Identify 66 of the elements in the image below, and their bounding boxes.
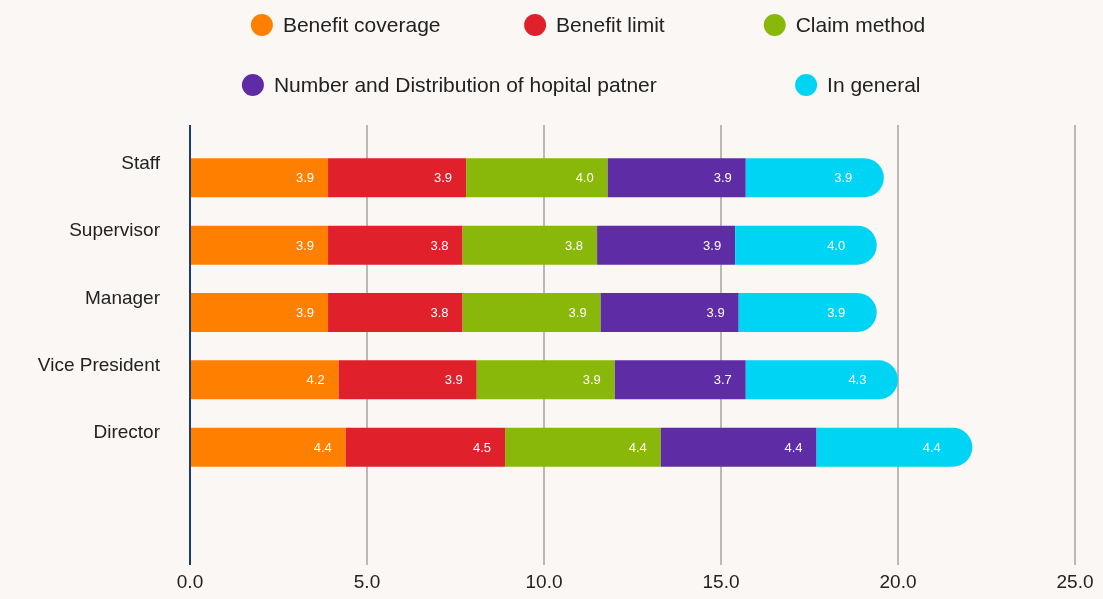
bar (614, 360, 746, 400)
bar (190, 292, 329, 333)
data-label: 4.3 (848, 372, 867, 388)
y-tick-label: Vice President (37, 353, 161, 375)
y-tick-label: Staff (121, 151, 161, 173)
bar (328, 225, 463, 265)
data-label: 3.9 (295, 305, 315, 321)
data-label: 3.9 (827, 305, 846, 321)
bar (462, 225, 598, 265)
data-label: 3.9 (834, 170, 853, 186)
bar (660, 427, 817, 467)
bar (607, 158, 746, 198)
data-label: 3.9 (295, 237, 315, 253)
data-label: 4.4 (922, 439, 941, 455)
x-tick-label: 0.0 (176, 571, 204, 592)
bar (190, 158, 329, 198)
bar (745, 360, 898, 400)
data-label: 3.9 (568, 305, 587, 321)
bar (328, 158, 467, 198)
bar (476, 360, 615, 400)
bar (462, 292, 601, 333)
data-label: 3.8 (565, 237, 584, 253)
bar (466, 158, 608, 198)
y-tick-label: Supervisor (69, 219, 161, 241)
bar (738, 292, 877, 333)
data-label: 3.7 (713, 372, 732, 388)
y-tick-label: Manager (85, 286, 161, 308)
bar (190, 427, 346, 467)
bar (505, 427, 661, 467)
data-label: 4.5 (472, 439, 492, 455)
data-label: 3.9 (582, 372, 601, 388)
data-label: 3.9 (434, 170, 453, 186)
bar (190, 360, 339, 400)
data-label: 3.9 (713, 170, 732, 186)
y-tick-label: Director (93, 421, 161, 443)
bar (745, 158, 884, 198)
legend-label: Number and Distribution of hopital patner (273, 73, 657, 97)
data-label: 4.0 (575, 170, 594, 186)
data-label: 4.4 (628, 439, 647, 455)
bar (597, 225, 736, 265)
legend-label: In general (827, 73, 921, 97)
data-label: 3.9 (295, 170, 315, 186)
bar (328, 292, 463, 333)
bar (735, 225, 877, 265)
bar (345, 427, 506, 467)
data-label: 3.9 (703, 237, 722, 253)
legend-label: Claim method (795, 13, 926, 37)
data-label: 3.9 (444, 372, 463, 388)
bar (338, 360, 477, 400)
bar (816, 427, 973, 467)
x-tick-label: 5.0 (353, 571, 381, 592)
x-tick-label: 20.0 (879, 571, 917, 592)
data-label: 3.8 (430, 237, 449, 253)
bar (190, 225, 329, 265)
legend-label: Benefit coverage (282, 13, 441, 37)
data-label: 3.8 (430, 305, 449, 321)
x-tick-label: 25.0 (1056, 571, 1094, 592)
data-label: 3.9 (706, 305, 725, 321)
x-tick-label: 10.0 (525, 571, 563, 592)
data-label: 4.4 (313, 439, 332, 455)
x-tick-label: 15.0 (702, 571, 740, 592)
data-label: 4.0 (827, 237, 846, 253)
data-label: 4.2 (306, 372, 325, 388)
legend-label: Benefit limit (556, 13, 665, 37)
bar (600, 292, 739, 333)
data-label: 4.4 (784, 439, 803, 455)
